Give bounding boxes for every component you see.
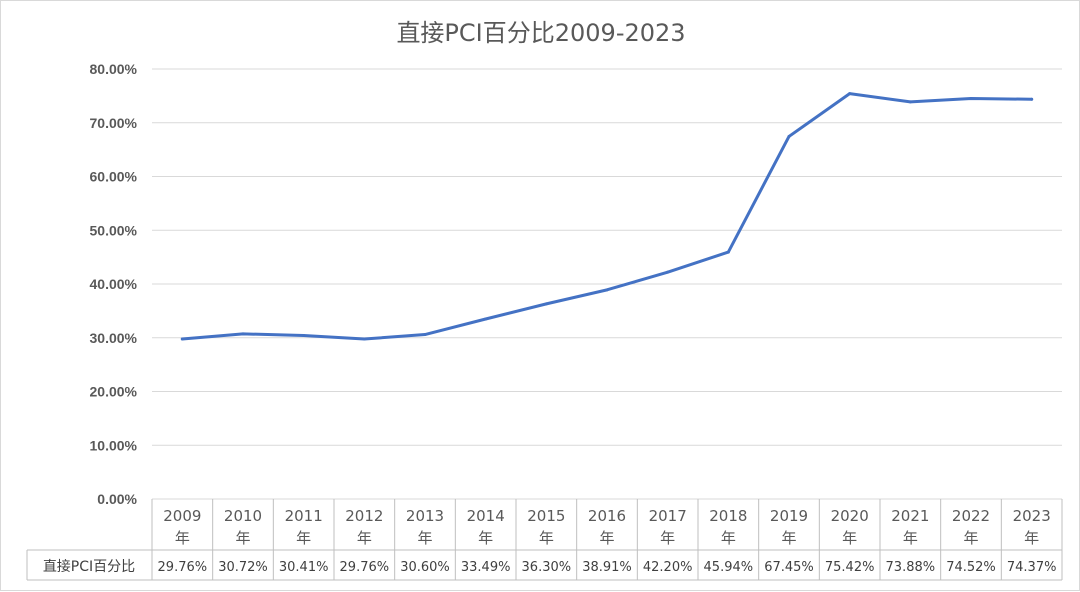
data-label: 30.60% bbox=[400, 560, 450, 575]
data-point bbox=[908, 100, 912, 104]
data-point bbox=[726, 250, 730, 254]
category-label: 2014 年 bbox=[467, 507, 505, 547]
data-label: 42.20% bbox=[643, 560, 693, 575]
data-point bbox=[362, 337, 366, 341]
data-label: 67.45% bbox=[764, 560, 814, 575]
category-label: 2017 年 bbox=[649, 507, 687, 547]
data-point bbox=[544, 302, 548, 306]
data-label: 29.76% bbox=[340, 560, 390, 575]
data-label: 38.91% bbox=[582, 560, 632, 575]
data-label: 73.88% bbox=[886, 560, 936, 575]
data-label: 30.72% bbox=[218, 560, 268, 575]
gridlines bbox=[152, 68, 1062, 500]
category-label: 2020 年 bbox=[831, 507, 869, 547]
series-name-label: 直接PCI百分比 bbox=[43, 558, 135, 575]
data-label: 30.41% bbox=[279, 560, 329, 575]
data-point bbox=[1030, 97, 1034, 101]
data-label: 74.37% bbox=[1007, 560, 1057, 575]
y-tick-label: 10.00% bbox=[90, 437, 138, 453]
data-point bbox=[484, 317, 488, 321]
data-label: 33.49% bbox=[461, 560, 511, 575]
category-label: 2009 年 bbox=[163, 507, 201, 547]
data-label: 36.30% bbox=[522, 560, 572, 575]
data-point bbox=[180, 337, 184, 341]
data-table: 2009 年 2010 年 2011 年 2012 年 2013 年 2014 年 2015 年 2016 年… bbox=[26, 499, 1063, 581]
data-point bbox=[666, 270, 670, 274]
category-label: 2016 年 bbox=[588, 507, 626, 547]
series-line bbox=[180, 92, 1034, 341]
category-label: 2019 年 bbox=[770, 507, 808, 547]
y-tick-label: 60.00% bbox=[90, 169, 138, 185]
category-label: 2012 年 bbox=[345, 507, 383, 547]
category-label: 2021 年 bbox=[891, 507, 929, 547]
data-point bbox=[241, 332, 245, 336]
data-label: 45.94% bbox=[704, 560, 754, 575]
data-point bbox=[605, 288, 609, 292]
category-label: 2018 年 bbox=[709, 507, 747, 547]
data-point bbox=[423, 333, 427, 337]
data-point bbox=[848, 92, 852, 96]
y-tick-label: 30.00% bbox=[90, 330, 138, 346]
category-label: 2011 年 bbox=[285, 507, 323, 547]
chart-title: 直接PCI百分比2009-2023 bbox=[396, 19, 685, 47]
y-tick-label: 20.00% bbox=[90, 384, 138, 400]
data-point bbox=[302, 334, 306, 338]
y-axis-ticks: 0.00% 10.00% 20.00% 30.00% 40.00% 50.00% 60.00… bbox=[90, 61, 138, 507]
y-tick-label: 70.00% bbox=[90, 115, 138, 131]
category-label: 2015 年 bbox=[527, 507, 565, 547]
y-tick-label: 0.00% bbox=[97, 491, 137, 507]
data-label: 75.42% bbox=[825, 560, 875, 575]
category-label: 2023 年 bbox=[1013, 507, 1051, 547]
series-line-group bbox=[180, 92, 1034, 341]
category-label: 2013 年 bbox=[406, 507, 444, 547]
data-label: 74.52% bbox=[946, 560, 996, 575]
y-tick-label: 80.00% bbox=[90, 61, 138, 77]
category-label: 2010 年 bbox=[224, 507, 262, 547]
y-tick-label: 50.00% bbox=[90, 222, 138, 238]
y-tick-label: 40.00% bbox=[90, 276, 138, 292]
data-label: 29.76% bbox=[158, 560, 208, 575]
data-point bbox=[969, 96, 973, 100]
category-label: 2022 年 bbox=[952, 507, 990, 547]
data-point bbox=[787, 134, 791, 138]
